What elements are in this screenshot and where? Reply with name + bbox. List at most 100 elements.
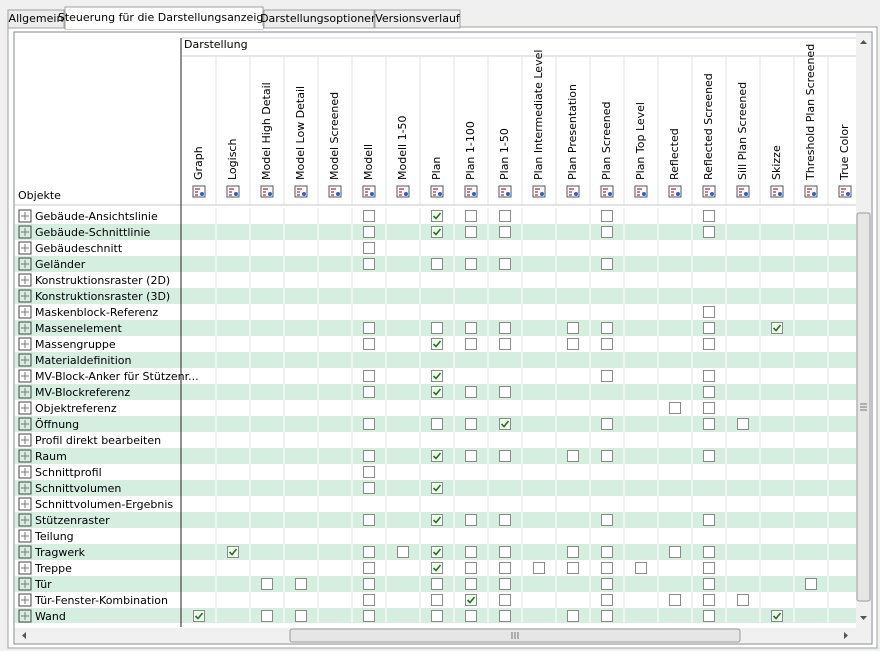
checkbox[interactable]: [465, 610, 477, 622]
checkbox[interactable]: [431, 322, 443, 334]
checkbox[interactable]: [193, 610, 205, 622]
checkbox[interactable]: [703, 402, 715, 414]
checkbox[interactable]: [363, 322, 375, 334]
checkbox[interactable]: [601, 450, 613, 462]
tab[interactable]: [263, 9, 375, 29]
checkbox[interactable]: [261, 578, 273, 590]
checkbox[interactable]: [533, 562, 545, 574]
column-header[interactable]: Sill Plan Screened: [736, 82, 749, 180]
checkbox[interactable]: [465, 594, 477, 606]
checkbox[interactable]: [431, 226, 443, 238]
checkbox[interactable]: [601, 322, 613, 334]
checkbox[interactable]: [261, 610, 273, 622]
checkbox[interactable]: [601, 338, 613, 350]
checkbox[interactable]: [431, 418, 443, 430]
checkbox[interactable]: [363, 578, 375, 590]
checkbox[interactable]: [363, 210, 375, 222]
column-header[interactable]: Plan Presentation: [566, 84, 579, 180]
scroll-left[interactable]: [22, 632, 26, 639]
tab[interactable]: [7, 9, 65, 29]
checkbox[interactable]: [703, 418, 715, 430]
checkbox[interactable]: [669, 402, 681, 414]
column-header[interactable]: Model High Detail: [260, 82, 273, 180]
checkbox[interactable]: [601, 418, 613, 430]
checkbox[interactable]: [465, 546, 477, 558]
checkbox[interactable]: [703, 338, 715, 350]
column-header[interactable]: Reflected: [668, 128, 681, 180]
checkbox[interactable]: [601, 594, 613, 606]
checkbox[interactable]: [703, 370, 715, 382]
column-header[interactable]: Modell: [362, 144, 375, 180]
checkbox[interactable]: [601, 210, 613, 222]
checkbox[interactable]: [363, 226, 375, 238]
checkbox[interactable]: [363, 466, 375, 478]
checkbox[interactable]: [363, 514, 375, 526]
checkbox[interactable]: [703, 226, 715, 238]
checkbox[interactable]: [363, 594, 375, 606]
checkbox[interactable]: [703, 386, 715, 398]
column-header[interactable]: Plan Top Level: [634, 102, 647, 180]
checkbox[interactable]: [465, 338, 477, 350]
checkbox[interactable]: [703, 322, 715, 334]
checkbox[interactable]: [669, 546, 681, 558]
checkbox[interactable]: [363, 546, 375, 558]
checkbox[interactable]: [567, 546, 579, 558]
column-header[interactable]: Skizze: [770, 145, 783, 180]
checkbox[interactable]: [703, 546, 715, 558]
checkbox[interactable]: [703, 514, 715, 526]
column-header[interactable]: Model Screened: [328, 92, 341, 180]
checkbox[interactable]: [567, 450, 579, 462]
checkbox[interactable]: [363, 338, 375, 350]
column-header[interactable]: Plan 1-100: [464, 121, 477, 180]
checkbox[interactable]: [363, 562, 375, 574]
checkbox[interactable]: [601, 610, 613, 622]
checkbox[interactable]: [363, 418, 375, 430]
checkbox[interactable]: [295, 610, 307, 622]
checkbox[interactable]: [601, 226, 613, 238]
checkbox[interactable]: [465, 418, 477, 430]
checkbox[interactable]: [703, 562, 715, 574]
checkbox[interactable]: [499, 578, 511, 590]
checkbox[interactable]: [465, 578, 477, 590]
checkbox[interactable]: [465, 226, 477, 238]
column-header[interactable]: Reflected Screened: [702, 73, 715, 180]
checkbox[interactable]: [635, 562, 647, 574]
checkbox[interactable]: [567, 338, 579, 350]
checkbox[interactable]: [601, 370, 613, 382]
checkbox[interactable]: [431, 258, 443, 270]
checkbox[interactable]: [499, 418, 511, 430]
checkbox[interactable]: [397, 546, 409, 558]
checkbox[interactable]: [363, 242, 375, 254]
checkbox[interactable]: [363, 450, 375, 462]
checkbox[interactable]: [465, 562, 477, 574]
checkbox[interactable]: [363, 258, 375, 270]
checkbox[interactable]: [499, 546, 511, 558]
checkbox[interactable]: [431, 450, 443, 462]
tab[interactable]: [374, 9, 461, 29]
checkbox[interactable]: [567, 562, 579, 574]
checkbox[interactable]: [363, 610, 375, 622]
checkbox[interactable]: [499, 386, 511, 398]
scroll-right[interactable]: [844, 632, 848, 639]
checkbox[interactable]: [499, 322, 511, 334]
column-header[interactable]: Graph: [192, 146, 205, 180]
checkbox[interactable]: [601, 562, 613, 574]
checkbox[interactable]: [499, 450, 511, 462]
column-header[interactable]: Plan Intermediate Level: [532, 50, 545, 180]
column-header[interactable]: Model Low Detail: [294, 86, 307, 180]
column-header[interactable]: True Color: [838, 124, 851, 181]
checkbox[interactable]: [703, 210, 715, 222]
checkbox[interactable]: [601, 578, 613, 590]
column-header[interactable]: Plan Screened: [600, 102, 613, 180]
checkbox[interactable]: [431, 386, 443, 398]
checkbox[interactable]: [431, 546, 443, 558]
scroll-down[interactable]: [860, 616, 867, 620]
checkbox[interactable]: [363, 482, 375, 494]
checkbox[interactable]: [431, 338, 443, 350]
checkbox[interactable]: [669, 594, 681, 606]
checkbox[interactable]: [227, 546, 239, 558]
checkbox[interactable]: [601, 546, 613, 558]
checkbox[interactable]: [771, 322, 783, 334]
checkbox[interactable]: [703, 610, 715, 622]
checkbox[interactable]: [499, 338, 511, 350]
